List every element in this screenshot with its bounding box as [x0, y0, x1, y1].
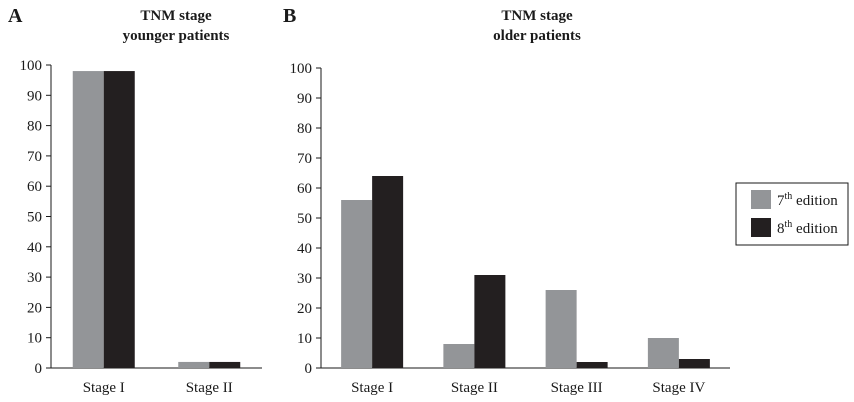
y-tick-label: 10 [27, 331, 42, 347]
panel-b-title-line2: older patients [493, 28, 581, 44]
y-tick-label: 10 [297, 331, 312, 347]
x-category-label: Stage III [551, 380, 603, 396]
y-tick-label: 70 [27, 149, 42, 165]
legend-label-8th-edition: 8th edition [777, 219, 838, 237]
y-tick-label: 50 [27, 210, 42, 226]
bar-stage-iii-8th-edition [576, 362, 608, 368]
bar-stage-ii-7th-edition [443, 344, 475, 368]
x-category-label: Stage II [451, 380, 498, 396]
bar-stage-ii-8th-edition [209, 361, 241, 368]
y-tick-label: 60 [297, 181, 312, 197]
bar-stage-i-8th-edition [372, 176, 404, 368]
y-tick-label: 80 [27, 119, 42, 135]
x-category-label: Stage IV [652, 380, 705, 396]
y-tick-label: 60 [27, 179, 42, 195]
y-tick-label: 80 [297, 121, 312, 137]
panel-b-letter: B [283, 5, 296, 27]
y-tick-label: 30 [27, 270, 42, 286]
bar-stage-i-7th-edition [72, 71, 104, 368]
legend: 7th edition 8th edition [735, 182, 849, 246]
x-category-label: Stage II [186, 380, 233, 396]
y-tick-label: 90 [27, 88, 42, 104]
y-tick-label: 90 [297, 91, 312, 107]
legend-swatch-7th-edition [751, 190, 771, 209]
x-category-label: Stage I [351, 380, 393, 396]
y-tick-label: 20 [297, 301, 312, 317]
y-tick-label: 30 [297, 271, 312, 287]
y-tick-label: 0 [35, 361, 43, 377]
legend-swatch-8th-edition [751, 218, 771, 237]
y-tick-label: 40 [297, 241, 312, 257]
legend-label-7th-edition: 7th edition [777, 191, 838, 209]
bar-stage-i-8th-edition [103, 71, 135, 368]
x-category-label: Stage I [83, 380, 125, 396]
y-tick-label: 20 [27, 300, 42, 316]
y-tick-label: 70 [297, 151, 312, 167]
panel-a-title-line2: younger patients [123, 28, 230, 44]
y-tick-label: 0 [305, 361, 313, 377]
panel-a-title-line1: TNM stage [140, 8, 212, 24]
chart-older-patients: 0 10 20 30 40 50 60 70 80 90 100 Stage I Stage II Sta… [290, 61, 730, 396]
chart-younger-patients: 0 10 20 30 40 50 60 70 80 90 100 Stage I Stage II [20, 58, 262, 396]
bar-stage-i-7th-edition [341, 200, 373, 368]
bar-stage-iii-7th-edition [545, 290, 577, 368]
y-tick-label: 50 [297, 211, 312, 227]
bar-stage-ii-7th-edition [178, 361, 210, 368]
y-tick-label: 100 [290, 61, 313, 77]
y-tick-label: 100 [20, 58, 43, 74]
panel-b-title-line1: TNM stage [501, 8, 573, 24]
bar-stage-ii-8th-edition [474, 275, 506, 368]
panel-a-letter: A [8, 5, 23, 27]
bar-stage-iv-7th-edition [647, 338, 679, 368]
bar-stage-iv-8th-edition [678, 359, 710, 368]
y-tick-label: 40 [27, 240, 42, 256]
